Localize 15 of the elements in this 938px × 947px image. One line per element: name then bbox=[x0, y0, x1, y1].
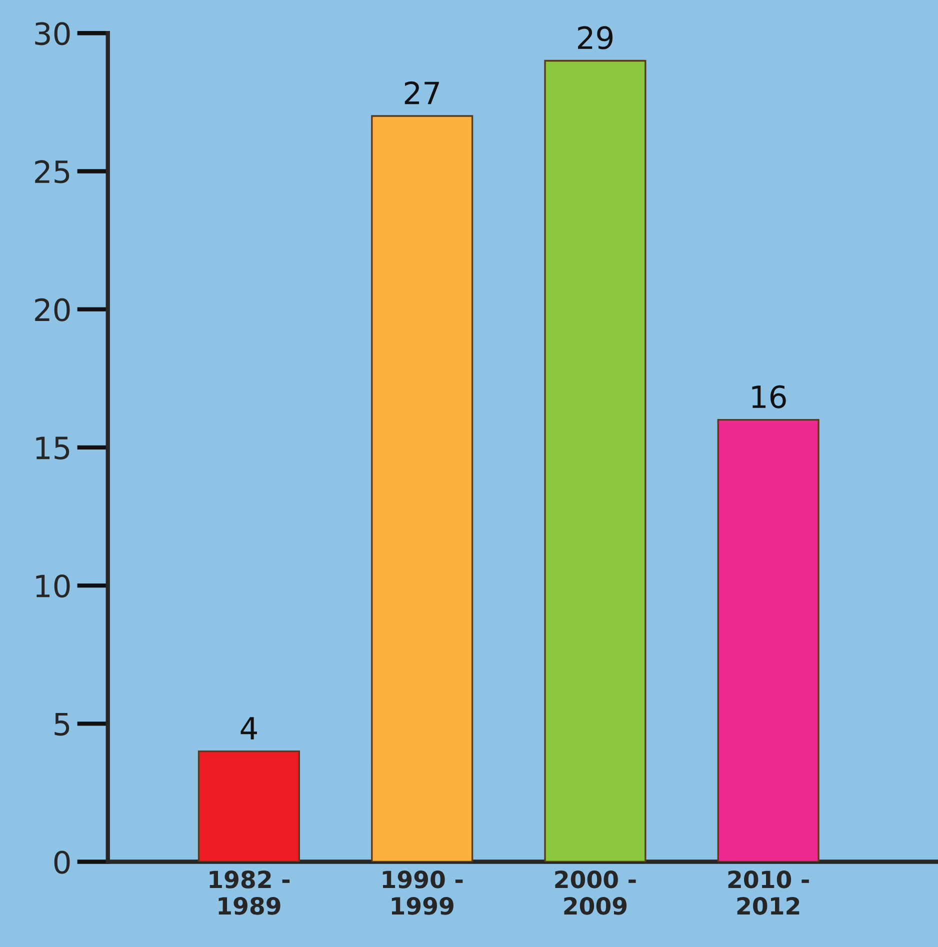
x-tick-label: 1990 - 1999 bbox=[382, 870, 463, 915]
data-label: 4 bbox=[240, 717, 257, 740]
y-tick-label: 5 bbox=[54, 713, 70, 736]
y-tick-label: 30 bbox=[35, 22, 70, 46]
y-tick-label: 10 bbox=[36, 574, 70, 598]
y-tick-label: 15 bbox=[36, 436, 70, 460]
y-tick-label: 0 bbox=[54, 850, 70, 874]
y-tick-label: 20 bbox=[35, 298, 70, 322]
data-label: 16 bbox=[752, 385, 786, 408]
x-tick-label: 2000 - 2009 bbox=[555, 870, 636, 915]
x-tick-label: 1982 - 1989 bbox=[210, 870, 290, 915]
y-tick-label: 25 bbox=[35, 160, 70, 184]
data-label: 29 bbox=[578, 26, 613, 50]
data-label: 27 bbox=[404, 81, 439, 104]
x-tick-label: 2010 - 2012 bbox=[728, 870, 809, 915]
